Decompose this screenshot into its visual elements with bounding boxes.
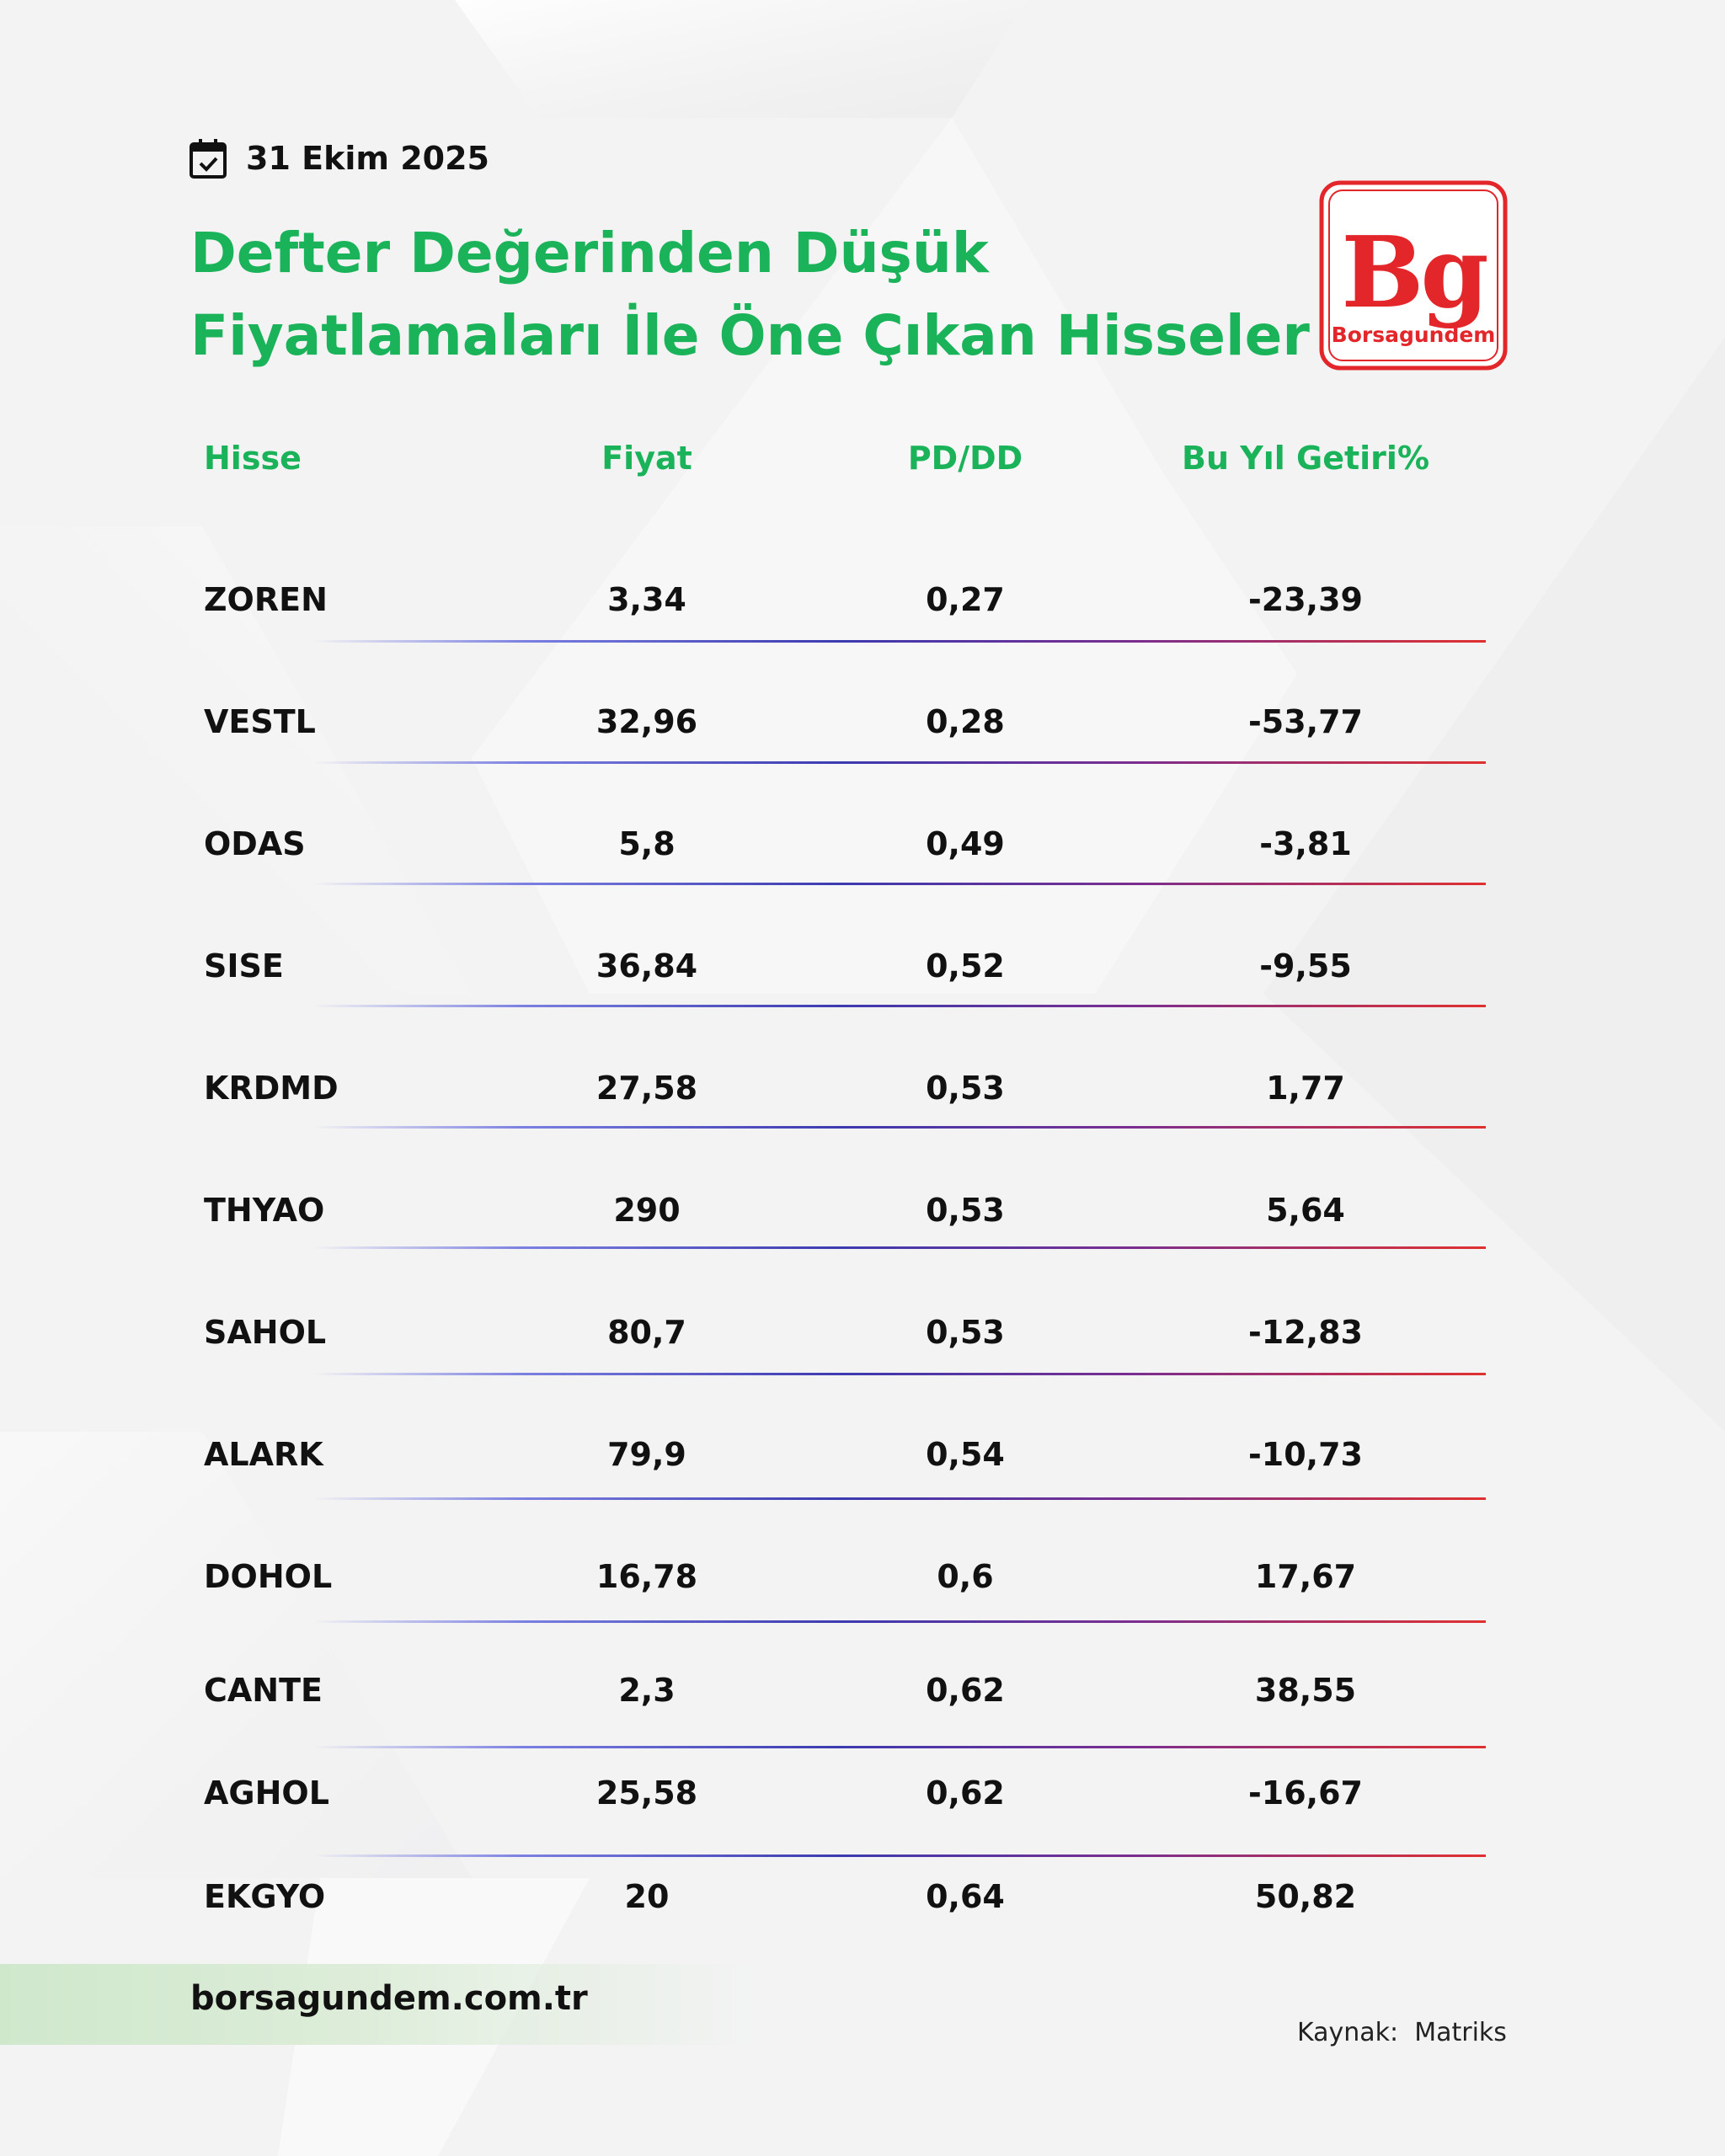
cell-ticker: SAHOL [204, 1314, 327, 1351]
cell-price: 80,7 [607, 1314, 686, 1351]
borsagundem-logo: Bg Borsagundem [1319, 180, 1508, 371]
row-divider [313, 1746, 1486, 1748]
cell-pd-dd: 0,27 [926, 581, 1005, 618]
cell-price: 36,84 [595, 947, 698, 985]
row-divider [313, 883, 1486, 885]
page-title: Defter Değerinden Düşük Fiyatlamaları İl… [190, 212, 1311, 377]
date-row: 31 Ekim 2025 [189, 135, 489, 182]
header-getiri: Bu Yıl Getiri% [1181, 440, 1430, 477]
cell-pd-dd: 0,28 [926, 703, 1005, 740]
header-hisse: Hisse [204, 440, 302, 477]
title-line-1: Defter Değerinden Düşük [190, 221, 989, 286]
row-divider [313, 1005, 1486, 1007]
row-divider [313, 761, 1486, 764]
cell-ticker: ZOREN [204, 581, 328, 618]
cell-pd-dd: 0,64 [926, 1878, 1005, 1915]
row-divider [313, 640, 1486, 643]
cell-price: 79,9 [607, 1436, 686, 1473]
svg-text:Bg: Bg [1341, 216, 1487, 330]
cell-ytd-return: -12,83 [1248, 1314, 1363, 1351]
cell-ticker: EKGYO [204, 1878, 326, 1915]
report-date: 31 Ekim 2025 [246, 140, 489, 177]
header-fiyat: Fiyat [601, 440, 692, 477]
cell-pd-dd: 0,53 [926, 1314, 1005, 1351]
cell-price: 27,58 [595, 1070, 698, 1107]
cell-ticker: ALARK [204, 1436, 323, 1473]
row-divider [313, 1497, 1486, 1500]
source-note: Kaynak: Matriks [1297, 2018, 1507, 2047]
cell-ytd-return: 5,64 [1266, 1192, 1345, 1229]
website-link[interactable]: borsagundem.com.tr [190, 1979, 588, 2018]
cell-price: 25,58 [595, 1774, 698, 1812]
row-divider [313, 1246, 1486, 1249]
cell-pd-dd: 0,49 [926, 825, 1005, 862]
cell-ticker: KRDMD [204, 1070, 339, 1107]
cell-pd-dd: 0,53 [926, 1070, 1005, 1107]
cell-pd-dd: 0,62 [926, 1774, 1005, 1812]
cell-ticker: AGHOL [204, 1774, 329, 1812]
cell-price: 3,34 [607, 581, 686, 618]
cell-ytd-return: 1,77 [1266, 1070, 1345, 1107]
cell-pd-dd: 0,54 [926, 1436, 1005, 1473]
cell-ticker: THYAO [204, 1192, 325, 1229]
svg-text:Borsagundem: Borsagundem [1332, 323, 1496, 347]
cell-price: 16,78 [595, 1558, 698, 1595]
cell-ticker: ODAS [204, 825, 306, 862]
cell-ytd-return: -16,67 [1248, 1774, 1363, 1812]
cell-pd-dd: 0,53 [926, 1192, 1005, 1229]
cell-ytd-return: -10,73 [1248, 1436, 1363, 1473]
cell-price: 290 [613, 1192, 681, 1229]
cell-ticker: SISE [204, 947, 284, 985]
cell-ticker: CANTE [204, 1672, 323, 1709]
cell-price: 20 [624, 1878, 670, 1915]
cell-ytd-return: -9,55 [1259, 947, 1352, 985]
cell-price: 2,3 [618, 1672, 676, 1709]
footer-band [0, 1964, 758, 2045]
row-divider [313, 1126, 1486, 1129]
row-divider [313, 1373, 1486, 1375]
cell-ticker: DOHOL [204, 1558, 333, 1595]
cell-pd-dd: 0,62 [926, 1672, 1005, 1709]
calendar-check-icon [190, 139, 227, 179]
cell-ytd-return: 38,55 [1254, 1672, 1357, 1709]
cell-ticker: VESTL [204, 703, 316, 740]
title-line-2: Fiyatlamaları İle Öne Çıkan Hisseler [190, 303, 1310, 368]
cell-ytd-return: 50,82 [1254, 1878, 1357, 1915]
cell-ytd-return: 17,67 [1254, 1558, 1357, 1595]
cell-pd-dd: 0,52 [926, 947, 1005, 985]
cell-ytd-return: -53,77 [1248, 703, 1363, 740]
row-divider [313, 1854, 1486, 1857]
row-divider [313, 1620, 1486, 1623]
cell-pd-dd: 0,6 [937, 1558, 994, 1595]
cell-price: 32,96 [595, 703, 698, 740]
cell-price: 5,8 [618, 825, 676, 862]
cell-ytd-return: -3,81 [1259, 825, 1352, 862]
header-pd-dd: PD/DD [907, 440, 1023, 477]
cell-ytd-return: -23,39 [1248, 581, 1363, 618]
